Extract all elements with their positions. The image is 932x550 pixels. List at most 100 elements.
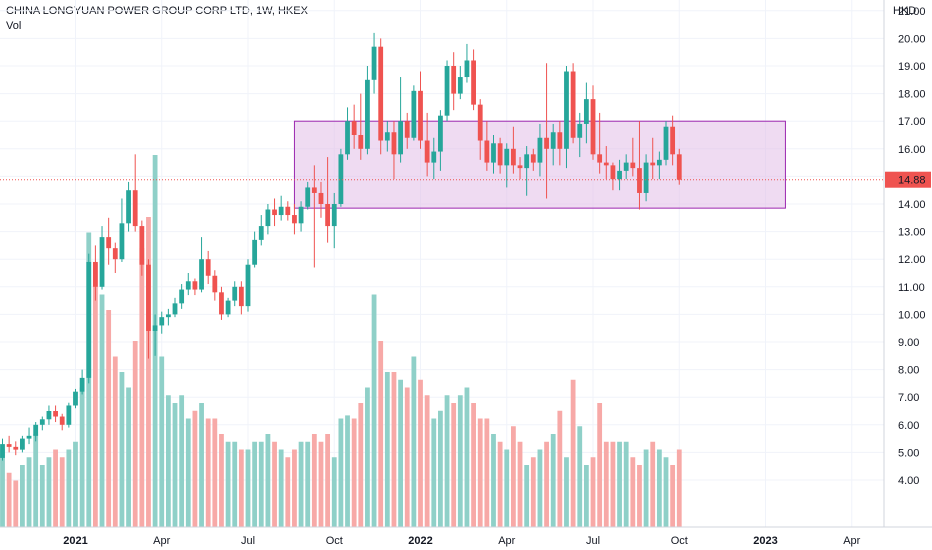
candle-body bbox=[457, 77, 463, 94]
candle-body bbox=[583, 99, 589, 124]
candle-body bbox=[53, 411, 58, 417]
time-tick-label: Oct bbox=[671, 535, 688, 547]
candle-body bbox=[630, 162, 636, 169]
candle-body bbox=[185, 281, 191, 290]
volume-bar bbox=[225, 441, 231, 527]
volume-bar bbox=[192, 410, 198, 527]
volume-bar bbox=[185, 418, 191, 527]
volume-bar bbox=[119, 372, 125, 527]
candle-body bbox=[564, 71, 569, 149]
volume-bar bbox=[351, 418, 357, 527]
volume-bar bbox=[112, 356, 118, 527]
price-axis-panel[interactable] bbox=[884, 0, 932, 527]
candle-body bbox=[20, 438, 25, 450]
last-price-value: 14.88 bbox=[898, 175, 926, 187]
currency-label: HKD bbox=[893, 5, 916, 17]
volume-bar bbox=[477, 418, 483, 527]
volume-bar bbox=[670, 465, 676, 527]
candle-body bbox=[0, 444, 5, 458]
candle-body bbox=[318, 192, 324, 204]
candle-body bbox=[79, 377, 85, 392]
candle-body bbox=[172, 303, 178, 315]
time-tick-label: Oct bbox=[326, 535, 343, 547]
volume-bar bbox=[530, 457, 536, 527]
candle-body bbox=[305, 187, 311, 207]
candle-body bbox=[643, 162, 649, 193]
candle-body bbox=[212, 275, 218, 293]
volume-bar bbox=[398, 379, 403, 527]
price-tick-label: 21.00 bbox=[898, 6, 926, 18]
price-tick-label: 5.00 bbox=[898, 447, 919, 459]
time-axis[interactable]: Oct2021AprJulOct2022AprJulOct2023Apr bbox=[0, 535, 861, 547]
candle-body bbox=[278, 206, 284, 216]
candle-body bbox=[504, 148, 510, 166]
candle-body bbox=[6, 444, 12, 447]
volume-bar bbox=[165, 395, 171, 527]
price-tick-label: 18.00 bbox=[898, 89, 926, 101]
volume-bar bbox=[557, 410, 563, 527]
time-tick-label: Jul bbox=[586, 535, 600, 547]
volume-bar bbox=[643, 449, 649, 527]
candle-body bbox=[351, 121, 357, 135]
volume-label: Vol bbox=[6, 20, 22, 32]
candle-body bbox=[325, 204, 331, 227]
price-tick-label: 12.00 bbox=[898, 254, 926, 266]
candle-body bbox=[139, 226, 145, 265]
last-price-badge bbox=[885, 171, 931, 188]
time-tick-label: Jul bbox=[241, 535, 255, 547]
volume-bar bbox=[676, 449, 682, 527]
candle-body bbox=[451, 66, 457, 94]
volume-bar bbox=[497, 441, 503, 527]
time-tick-label: Apr bbox=[498, 535, 515, 547]
candle-body bbox=[245, 264, 251, 307]
volume-bar bbox=[265, 434, 271, 527]
volume-bar bbox=[232, 441, 238, 527]
candle-body bbox=[192, 281, 198, 290]
volume-bar bbox=[59, 457, 65, 527]
candle-body bbox=[73, 391, 78, 406]
price-tick-label: 14.00 bbox=[898, 199, 926, 211]
candle-body bbox=[92, 261, 98, 287]
candle-body bbox=[99, 237, 105, 287]
volume-bar bbox=[603, 441, 609, 527]
volume-bar bbox=[424, 395, 430, 527]
candle-body bbox=[384, 132, 390, 141]
volume-bar bbox=[258, 441, 264, 527]
volume-bar bbox=[537, 449, 543, 527]
volume-bar bbox=[564, 457, 569, 527]
price-tick-label: 4.00 bbox=[898, 475, 919, 487]
candle-body bbox=[398, 121, 403, 155]
candle-body bbox=[590, 99, 596, 155]
candle-body bbox=[66, 405, 72, 425]
volume-bar bbox=[199, 403, 204, 527]
volume-bar bbox=[504, 449, 510, 527]
candle-body bbox=[46, 411, 52, 420]
candle-body bbox=[232, 286, 238, 301]
volume-bar bbox=[298, 441, 304, 527]
volume-bar bbox=[331, 457, 337, 527]
candle-body bbox=[656, 159, 662, 166]
volume-bar bbox=[73, 441, 78, 527]
price-tick-label: 16.00 bbox=[898, 144, 926, 156]
price-tick-label: 10.00 bbox=[898, 309, 926, 321]
candle-body bbox=[424, 140, 430, 163]
price-tick-label: 19.00 bbox=[898, 61, 926, 73]
candle-body bbox=[431, 151, 437, 163]
candle-body bbox=[345, 121, 350, 155]
volume-bar bbox=[179, 395, 185, 527]
volume-bar bbox=[79, 387, 85, 527]
volume-bar bbox=[212, 418, 218, 527]
volume-bar bbox=[311, 434, 317, 527]
volume-bar bbox=[272, 441, 277, 527]
volume-bar bbox=[431, 418, 437, 527]
candle-body bbox=[252, 239, 258, 265]
time-tick-label: 2022 bbox=[408, 535, 432, 547]
candle-body bbox=[524, 154, 530, 169]
price-tick-label: 20.00 bbox=[898, 33, 926, 45]
volume-bar bbox=[617, 441, 622, 527]
candle-body bbox=[477, 104, 483, 141]
candle-body bbox=[471, 60, 476, 105]
candle-body bbox=[411, 90, 417, 138]
volume-bar bbox=[338, 418, 344, 527]
